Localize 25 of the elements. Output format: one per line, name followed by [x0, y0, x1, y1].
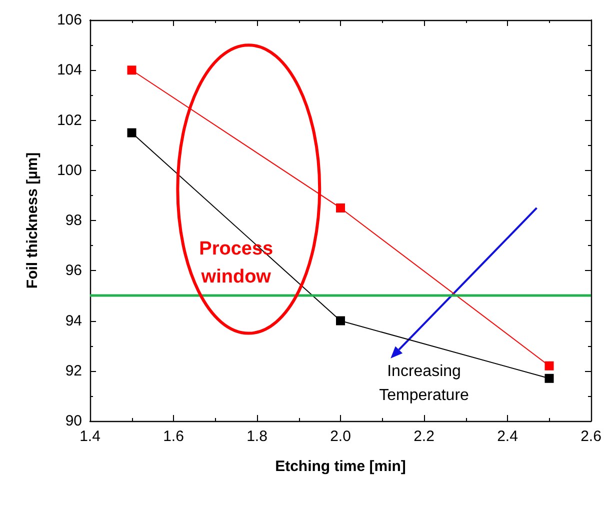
y-tick-label: 100 — [56, 162, 82, 179]
point — [336, 316, 345, 326]
x-tick-label: 2.0 — [330, 428, 351, 445]
y-tick-label: 104 — [56, 62, 82, 79]
y-tick-label: 102 — [56, 112, 82, 129]
y-tick-label: 94 — [65, 312, 82, 330]
y-tick-label: 98 — [65, 212, 82, 229]
point — [336, 203, 345, 212]
x-tick-label: 2.2 — [414, 428, 434, 445]
x-tick-label: 2.6 — [580, 428, 602, 445]
y-axis-title: Foil thickness [µm] — [24, 152, 41, 289]
y-tick-label: 90 — [65, 412, 82, 430]
y-tick-label: 96 — [65, 262, 82, 280]
point — [544, 374, 554, 383]
point — [544, 361, 554, 370]
y-tick-label: 106 — [56, 12, 82, 28]
x-tick-label: 1.4 — [80, 428, 100, 445]
x-tick-label: 1.8 — [246, 428, 268, 445]
x-axis-title: Etching time [min] — [275, 458, 406, 475]
x-tick-label: 1.6 — [163, 428, 184, 445]
x-tick-label: 2.4 — [497, 428, 518, 445]
point — [127, 128, 136, 138]
point — [127, 66, 136, 75]
y-tick-label: 92 — [65, 362, 82, 380]
annotation: Increasing Temperature — [379, 362, 470, 404]
